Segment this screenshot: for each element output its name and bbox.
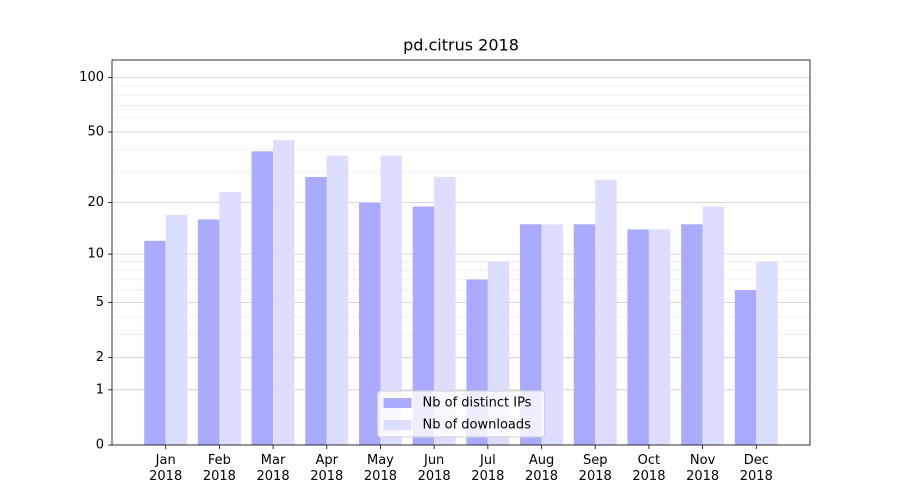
legend-box <box>377 390 545 438</box>
bar <box>595 179 617 445</box>
x-tick-label: Aug 2018 <box>524 453 559 484</box>
legend-label: Nb of downloads <box>423 418 532 433</box>
bar <box>756 261 778 445</box>
x-tick-label: Mar 2018 <box>256 453 290 484</box>
x-tick-label: Dec 2018 <box>739 453 773 484</box>
bar <box>573 224 596 445</box>
y-tick-label: 10 <box>87 247 104 262</box>
bar <box>273 140 295 445</box>
bar <box>541 224 564 445</box>
chart-title: pd.citrus 2018 <box>403 36 519 55</box>
x-tick-label: Apr 2018 <box>310 453 344 484</box>
bar <box>197 219 220 445</box>
axes-frame <box>111 59 811 446</box>
y-tick-label: 2 <box>96 350 104 365</box>
x-tick-label: Jun 2018 <box>417 453 451 484</box>
y-tick-label: 1 <box>96 382 104 397</box>
x-tick-label: Sep 2018 <box>578 453 612 484</box>
bar <box>305 176 327 446</box>
bar <box>734 290 757 445</box>
x-tick-label: May 2018 <box>363 453 397 484</box>
bar <box>358 202 381 445</box>
bar <box>648 229 671 445</box>
bar <box>326 155 349 445</box>
bar <box>219 192 241 445</box>
bar <box>520 224 542 445</box>
y-tick-label: 100 <box>79 70 104 85</box>
x-tick-label: Nov 2018 <box>686 453 720 484</box>
legend: Nb of distinct IPs Nb of downloads <box>377 390 545 438</box>
x-tick-label: Jan 2018 <box>149 453 183 484</box>
y-tick-label: 20 <box>87 195 104 210</box>
bar <box>251 151 274 445</box>
bar <box>681 224 703 445</box>
bar <box>380 155 402 445</box>
y-tick-label: 0 <box>96 438 104 453</box>
bar <box>627 229 649 445</box>
bar <box>702 206 725 445</box>
x-tick-label: Oct 2018 <box>632 453 666 484</box>
y-tick-label: 50 <box>87 125 104 140</box>
bar <box>165 214 188 445</box>
legend-swatch <box>383 420 412 430</box>
y-tick-label: 5 <box>96 295 104 310</box>
bar <box>434 176 456 446</box>
x-tick-label: Feb 2018 <box>202 453 236 484</box>
bar <box>412 206 435 445</box>
x-tick-label: Jul 2018 <box>471 453 505 484</box>
legend-label: Nb of distinct IPs <box>423 396 532 411</box>
legend-swatch <box>383 398 412 408</box>
bar <box>144 240 166 445</box>
